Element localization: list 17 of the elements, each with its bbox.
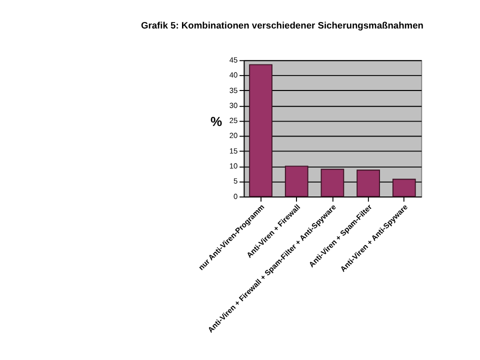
y-tick-label: 40: [229, 70, 238, 80]
bar: [356, 170, 380, 197]
y-tick-label: 20: [229, 131, 238, 140]
bar: [392, 178, 416, 197]
y-tick-label: 30: [229, 100, 238, 110]
y-tick-label: 0: [234, 192, 238, 201]
y-tick-label: 5: [234, 176, 238, 186]
y-tick-label: 45: [229, 56, 238, 65]
bar: [284, 166, 308, 197]
y-axis-title: %: [210, 114, 222, 130]
y-tick-label: 15: [229, 146, 238, 156]
y-tick-label: 35: [229, 86, 238, 95]
y-tick-label: 10: [229, 162, 238, 171]
bar: [249, 64, 272, 197]
y-tick-label: 25: [229, 116, 238, 126]
chart-title: Grafik 5: Kombinationen verschiedener Sicherungsmaßnahmen: [140, 20, 424, 30]
bar: [320, 168, 344, 197]
